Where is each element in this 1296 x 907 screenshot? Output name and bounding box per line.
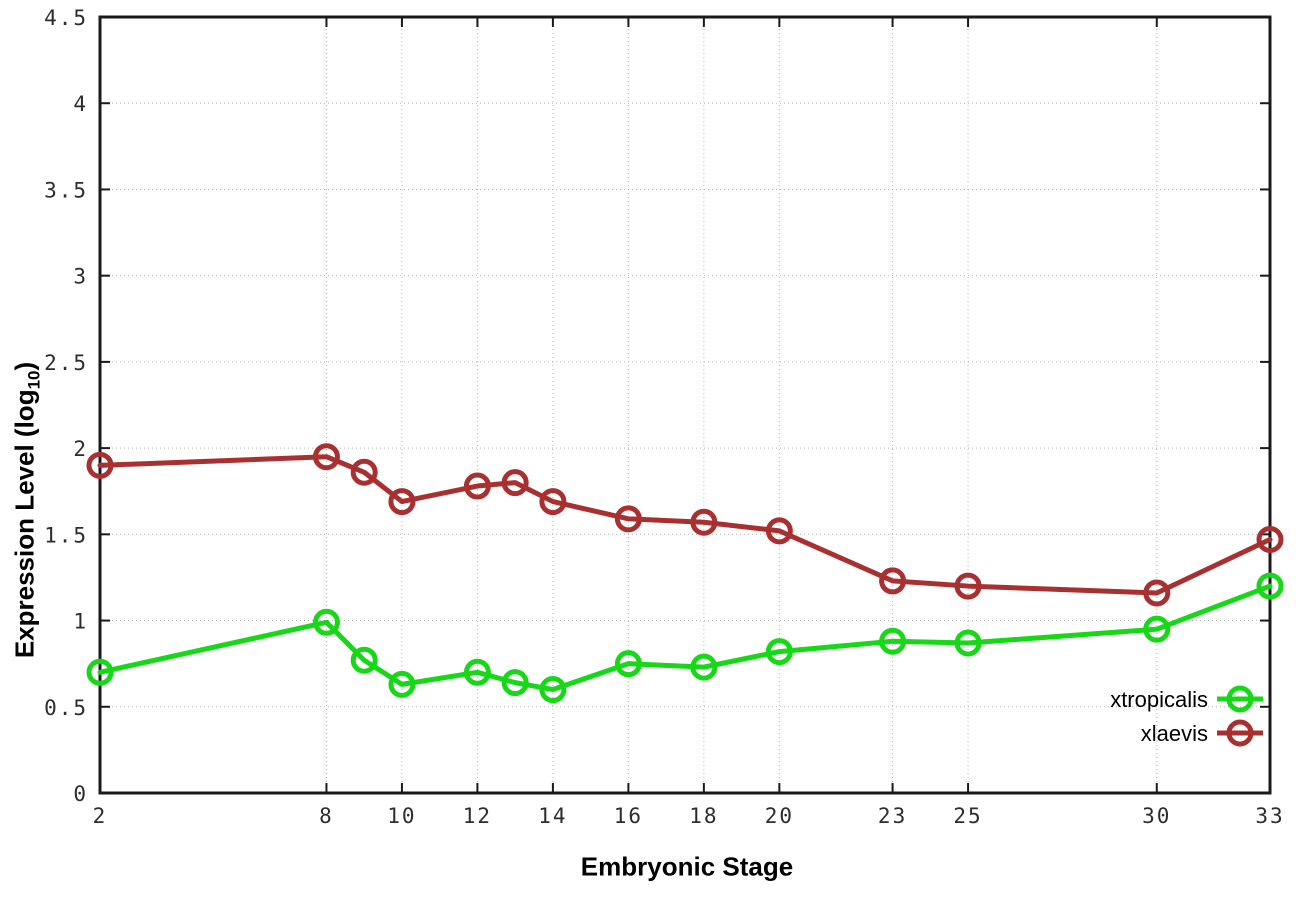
y-axis-title-main: Expression Level (log: [9, 389, 40, 659]
y-tick-label: 2: [73, 437, 88, 461]
data-point-xlaevis: [388, 488, 416, 516]
data-point-xtropicalis: [350, 646, 378, 674]
y-tick-label: 0: [73, 782, 88, 806]
data-point-xlaevis: [312, 443, 340, 471]
x-tick-label: 12: [463, 804, 492, 828]
data-point-xtropicalis: [388, 670, 416, 698]
x-tick-label: 33: [1255, 804, 1284, 828]
y-axis-title-close: ): [9, 361, 40, 371]
y-tick-label: 3.5: [44, 178, 88, 202]
data-point-xlaevis: [501, 469, 529, 497]
y-axis-title-subscript: 10: [24, 370, 44, 390]
y-tick-label: 1: [73, 610, 88, 634]
x-tick-label: 2: [93, 804, 108, 828]
plot-border: [98, 15, 1272, 795]
data-point-xtropicalis: [954, 629, 982, 657]
y-axis-title: Expression Level (log10): [10, 362, 45, 658]
y-tick-label: 2.5: [44, 351, 88, 375]
data-point-xtropicalis: [312, 608, 340, 636]
data-point-xtropicalis: [765, 638, 793, 666]
data-point-xtropicalis: [501, 669, 529, 697]
data-point-xlaevis: [86, 451, 114, 479]
y-tick-label: 4.5: [44, 6, 88, 30]
data-point-xlaevis: [954, 572, 982, 600]
y-tick-label: 3: [73, 265, 88, 289]
legend-marker-xtropicalis: [1226, 685, 1254, 713]
x-tick-label: 16: [614, 804, 643, 828]
x-axis-title: Embryonic Stage: [580, 851, 794, 882]
data-point-xlaevis: [463, 472, 491, 500]
data-point-xlaevis: [614, 505, 642, 533]
data-point-xtropicalis: [1256, 572, 1284, 600]
x-tick-label: 14: [538, 804, 567, 828]
y-tick-label: 1.5: [44, 523, 88, 547]
x-tick-label: 18: [689, 804, 718, 828]
data-point-xlaevis: [879, 567, 907, 595]
data-point-xlaevis: [539, 488, 567, 516]
x-tick-label: 8: [319, 804, 334, 828]
legend-label-xlaevis: xlaevis: [1141, 721, 1208, 746]
y-tick-label: 0.5: [44, 696, 88, 720]
x-tick-label: 20: [765, 804, 794, 828]
series-line-xtropicalis: [97, 583, 1273, 693]
data-point-xtropicalis: [879, 627, 907, 655]
data-point-xtropicalis: [614, 650, 642, 678]
data-point-xlaevis: [1256, 526, 1284, 554]
legend-label-xtropicalis: xtropicalis: [1110, 687, 1208, 712]
series-line-xlaevis: [97, 454, 1273, 596]
data-point-xtropicalis: [463, 658, 491, 686]
data-point-xtropicalis: [539, 676, 567, 704]
y-tick-label: 4: [73, 92, 88, 116]
data-point-xtropicalis: [86, 658, 114, 686]
x-tick-label: 30: [1142, 804, 1171, 828]
x-tick-label: 25: [953, 804, 982, 828]
x-tick-label: 23: [878, 804, 907, 828]
data-point-xlaevis: [1143, 579, 1171, 607]
data-point-xlaevis: [765, 517, 793, 545]
legend-marker-xlaevis: [1226, 719, 1254, 747]
data-point-xlaevis: [690, 508, 718, 536]
data-point-xlaevis: [350, 458, 378, 486]
x-tick-label: 10: [387, 804, 416, 828]
data-point-xtropicalis: [690, 653, 718, 681]
data-point-xtropicalis: [1143, 615, 1171, 643]
